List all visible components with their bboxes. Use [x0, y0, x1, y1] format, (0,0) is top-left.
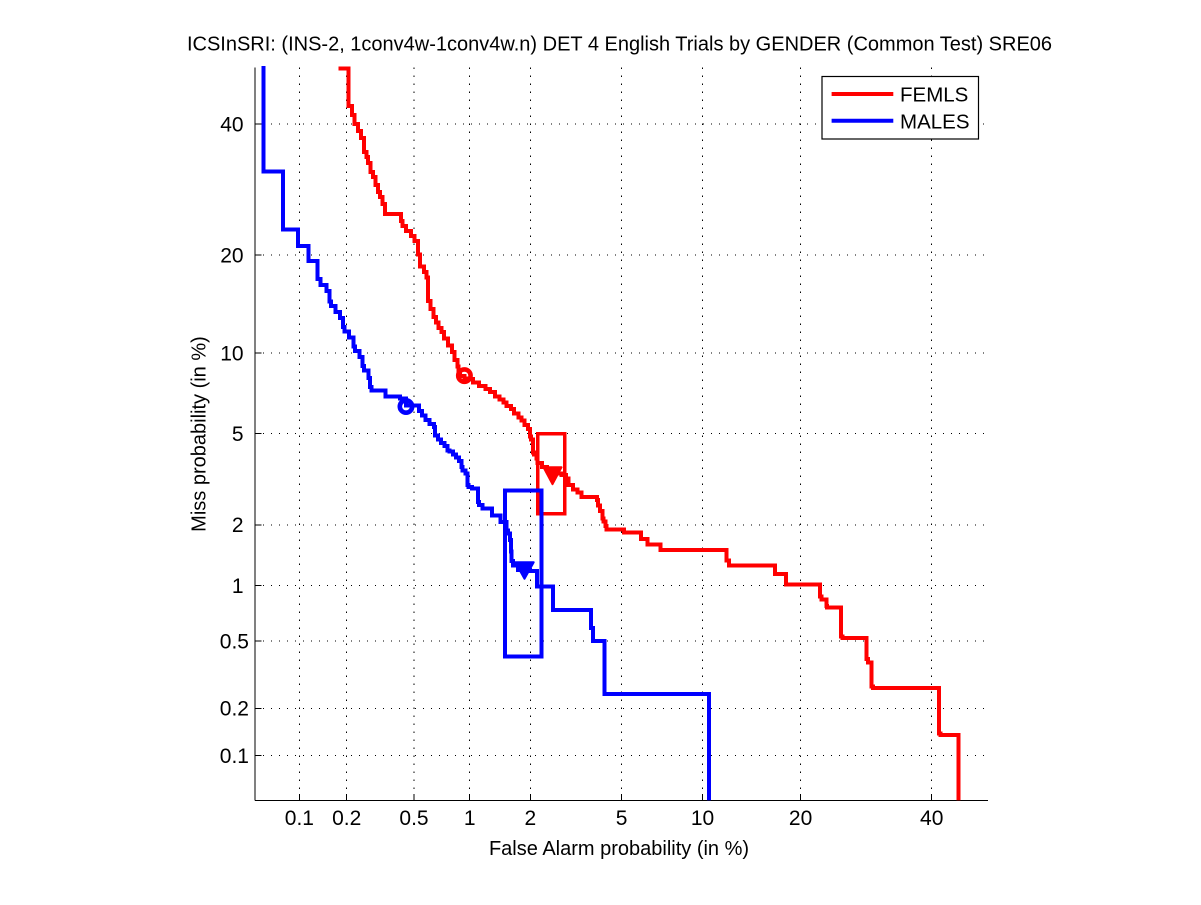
- svg-text:MALES: MALES: [900, 111, 970, 134]
- svg-text:ICSInSRI: (INS-2, 1conv4w-1con: ICSInSRI: (INS-2, 1conv4w-1conv4w.n) DET…: [187, 34, 1052, 56]
- svg-text:0.1: 0.1: [285, 807, 314, 830]
- svg-text:FEMLS: FEMLS: [900, 84, 968, 107]
- svg-text:10: 10: [220, 342, 243, 365]
- svg-text:0.2: 0.2: [332, 807, 361, 830]
- svg-text:5: 5: [232, 423, 244, 446]
- svg-text:1: 1: [232, 575, 244, 598]
- svg-text:1: 1: [464, 807, 476, 830]
- svg-text:Miss probability (in %): Miss probability (in %): [189, 336, 211, 532]
- svg-text:2: 2: [232, 514, 244, 537]
- svg-text:20: 20: [220, 244, 243, 267]
- svg-text:2: 2: [525, 807, 537, 830]
- svg-text:40: 40: [220, 113, 243, 136]
- svg-text:0.1: 0.1: [220, 745, 249, 768]
- svg-text:False Alarm probability (in %): False Alarm probability (in %): [489, 838, 749, 860]
- svg-text:5: 5: [616, 807, 628, 830]
- svg-text:20: 20: [789, 807, 812, 830]
- svg-text:0.2: 0.2: [220, 698, 249, 721]
- svg-text:0.5: 0.5: [399, 807, 428, 830]
- svg-text:10: 10: [691, 807, 714, 830]
- svg-text:0.5: 0.5: [220, 630, 249, 653]
- svg-text:40: 40: [920, 807, 943, 830]
